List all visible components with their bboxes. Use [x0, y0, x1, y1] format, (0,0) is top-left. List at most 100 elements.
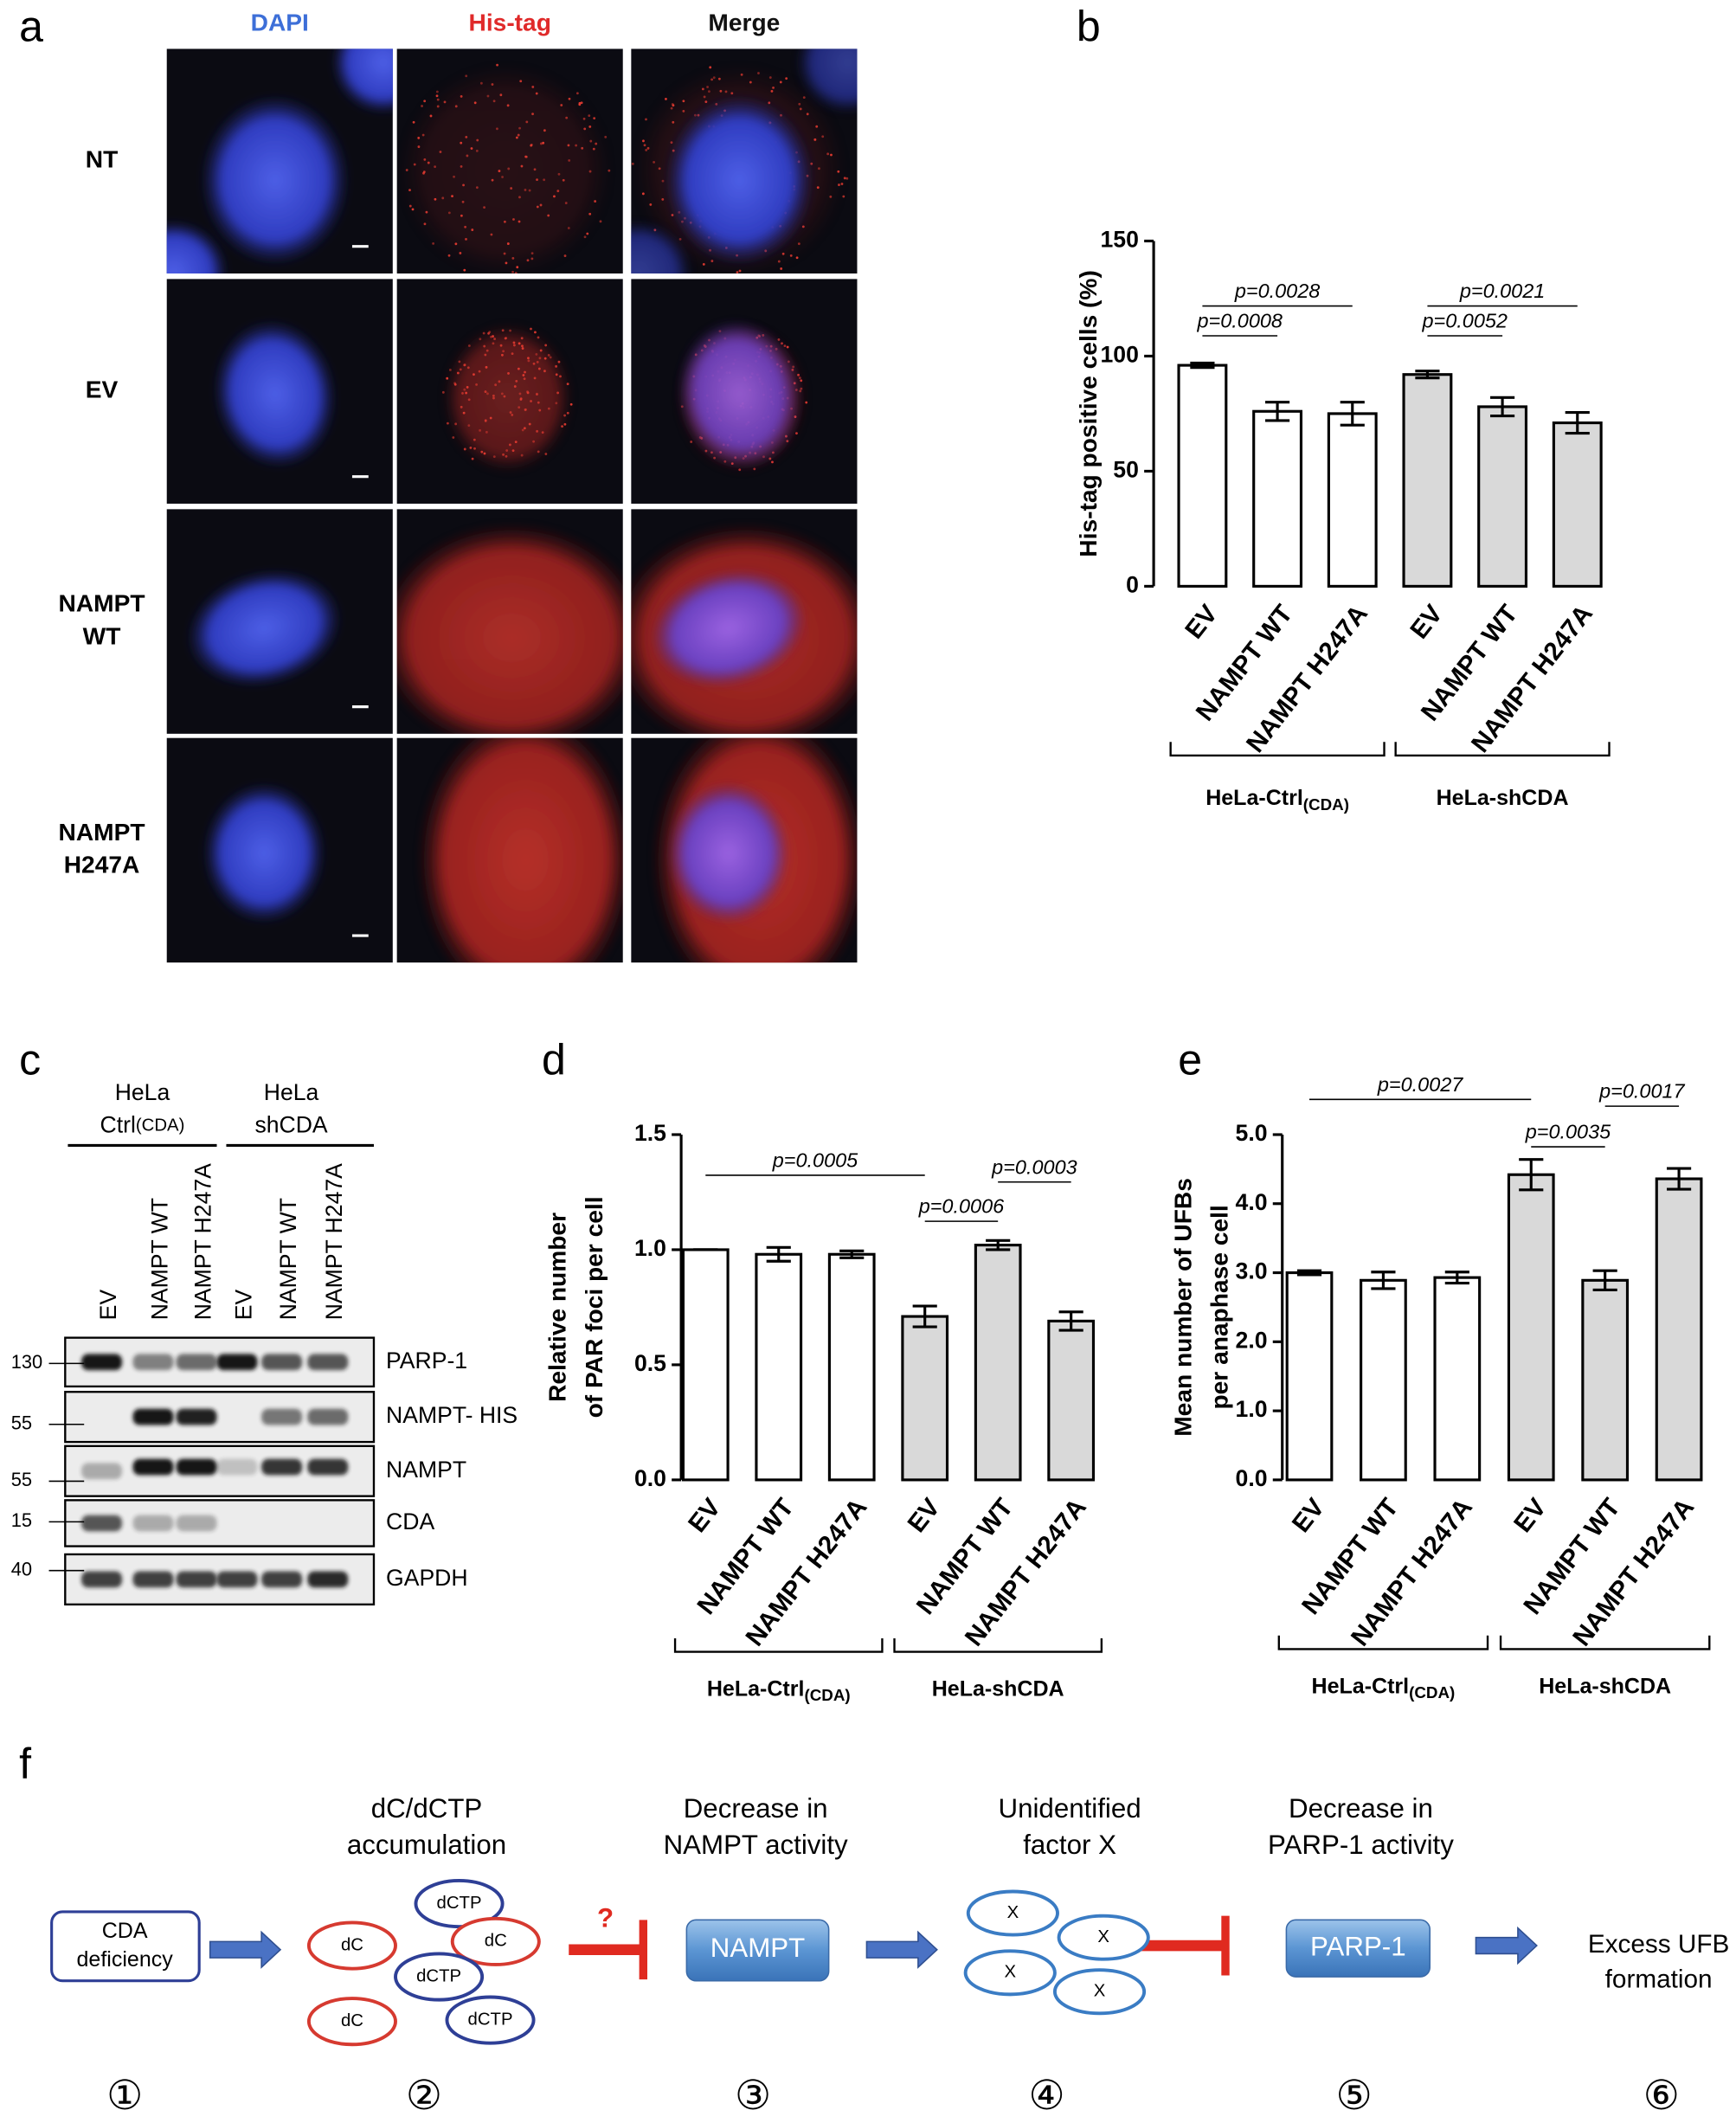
speckle: [581, 146, 584, 150]
group-subscript: (CDA): [1303, 795, 1349, 814]
speckle: [518, 342, 521, 345]
speckle: [466, 386, 469, 389]
y-tick-label: 1.0: [1236, 1396, 1268, 1422]
group-label: HeLa-Ctrl(CDA): [1206, 786, 1349, 814]
speckle: [530, 257, 534, 261]
speckle: [496, 63, 498, 67]
bar: [1177, 363, 1228, 588]
step-number: ④: [1028, 2073, 1064, 2118]
speckle: [772, 86, 775, 89]
speckle: [456, 371, 460, 375]
speckle: [479, 428, 481, 432]
factor-label: X: [1004, 1963, 1016, 1982]
speckle: [485, 430, 488, 434]
y-tick-label: 150: [1101, 226, 1139, 252]
speckle: [826, 152, 830, 156]
group-subscript: (CDA): [1409, 1683, 1455, 1702]
speckle: [530, 327, 532, 331]
speckle: [555, 364, 558, 368]
speckle: [520, 164, 524, 168]
speckle: [531, 86, 535, 88]
speckle: [643, 144, 646, 147]
speckle: [441, 196, 445, 200]
y-tick-label: 0: [1126, 571, 1139, 597]
speckle: [453, 382, 456, 385]
speckle: [491, 83, 494, 86]
row-label: WT: [83, 622, 121, 649]
speckle: [462, 183, 465, 187]
factor: [1052, 1968, 1147, 2016]
speckle: [588, 125, 592, 128]
speckle: [487, 331, 490, 335]
error-bar: [1371, 1271, 1396, 1290]
speckle: [682, 109, 685, 113]
speckle: [845, 177, 849, 180]
step-number: ③: [735, 2073, 771, 2118]
error-bar: [986, 1238, 1011, 1251]
band: [132, 1515, 174, 1532]
speckle: [533, 168, 537, 171]
speckle: [501, 353, 504, 357]
factor: [963, 1949, 1057, 1997]
micrograph: [166, 509, 393, 734]
group-name: HeLa-shCDA: [1437, 786, 1569, 810]
p-value: p=0.0003: [991, 1155, 1077, 1178]
speckle: [738, 269, 742, 273]
group-label: HeLa-Ctrl(CDA): [707, 1676, 851, 1704]
speckle: [506, 242, 510, 245]
cell-signal: [396, 522, 623, 734]
x-tick-label: EV: [683, 1493, 727, 1538]
panel-label: c: [19, 1035, 41, 1084]
error-bar: [1190, 361, 1215, 370]
y-tick-label: 2.0: [1236, 1327, 1268, 1353]
p-value: p=0.0006: [918, 1195, 1005, 1218]
speckle: [483, 344, 486, 348]
speckle: [473, 373, 475, 376]
column-header: DAPI: [251, 10, 309, 36]
speckle: [553, 195, 556, 198]
band: [81, 1571, 123, 1588]
x-tick-label: EV: [1180, 600, 1224, 645]
micrograph: [396, 737, 623, 963]
speckle: [519, 80, 523, 83]
speckle: [500, 392, 504, 396]
bar: [974, 1244, 1022, 1482]
speckle: [543, 129, 546, 132]
speckle: [475, 383, 478, 386]
question-mark: ?: [597, 1903, 614, 1933]
speckle: [569, 402, 573, 406]
speckle: [543, 357, 547, 360]
group-name: HeLa-shCDA: [932, 1676, 1064, 1701]
neighbor-nucleus: [796, 48, 858, 114]
speckle: [537, 450, 540, 454]
speckle: [593, 117, 596, 120]
step-title: factor X: [1023, 1830, 1116, 1860]
group-label: HeLa: [115, 1079, 170, 1105]
neighbor-nucleus: [631, 221, 692, 274]
bar: [1360, 1278, 1407, 1482]
speckle: [521, 428, 524, 432]
speckle: [538, 357, 542, 360]
y-axis-label: Mean number of UFBs: [1170, 1178, 1197, 1437]
speckle: [557, 172, 561, 176]
speckle: [800, 387, 803, 390]
x-tick-label: EV: [1405, 600, 1449, 645]
speckle: [547, 407, 550, 410]
speckle: [492, 342, 495, 345]
speckle: [507, 372, 510, 375]
speckle: [524, 370, 526, 374]
speckle: [417, 137, 421, 139]
bar: [681, 1248, 730, 1482]
speckle: [530, 400, 532, 402]
speckle: [405, 169, 408, 171]
speckle: [421, 105, 423, 107]
nucleus: [186, 569, 342, 687]
speckle: [536, 360, 539, 363]
group-name: HeLa-Ctrl: [1206, 786, 1303, 810]
speckle: [469, 447, 473, 449]
micrograph: [631, 509, 858, 734]
speckle: [532, 440, 536, 443]
speckle: [536, 205, 539, 209]
step-title: Decrease in: [684, 1793, 828, 1824]
